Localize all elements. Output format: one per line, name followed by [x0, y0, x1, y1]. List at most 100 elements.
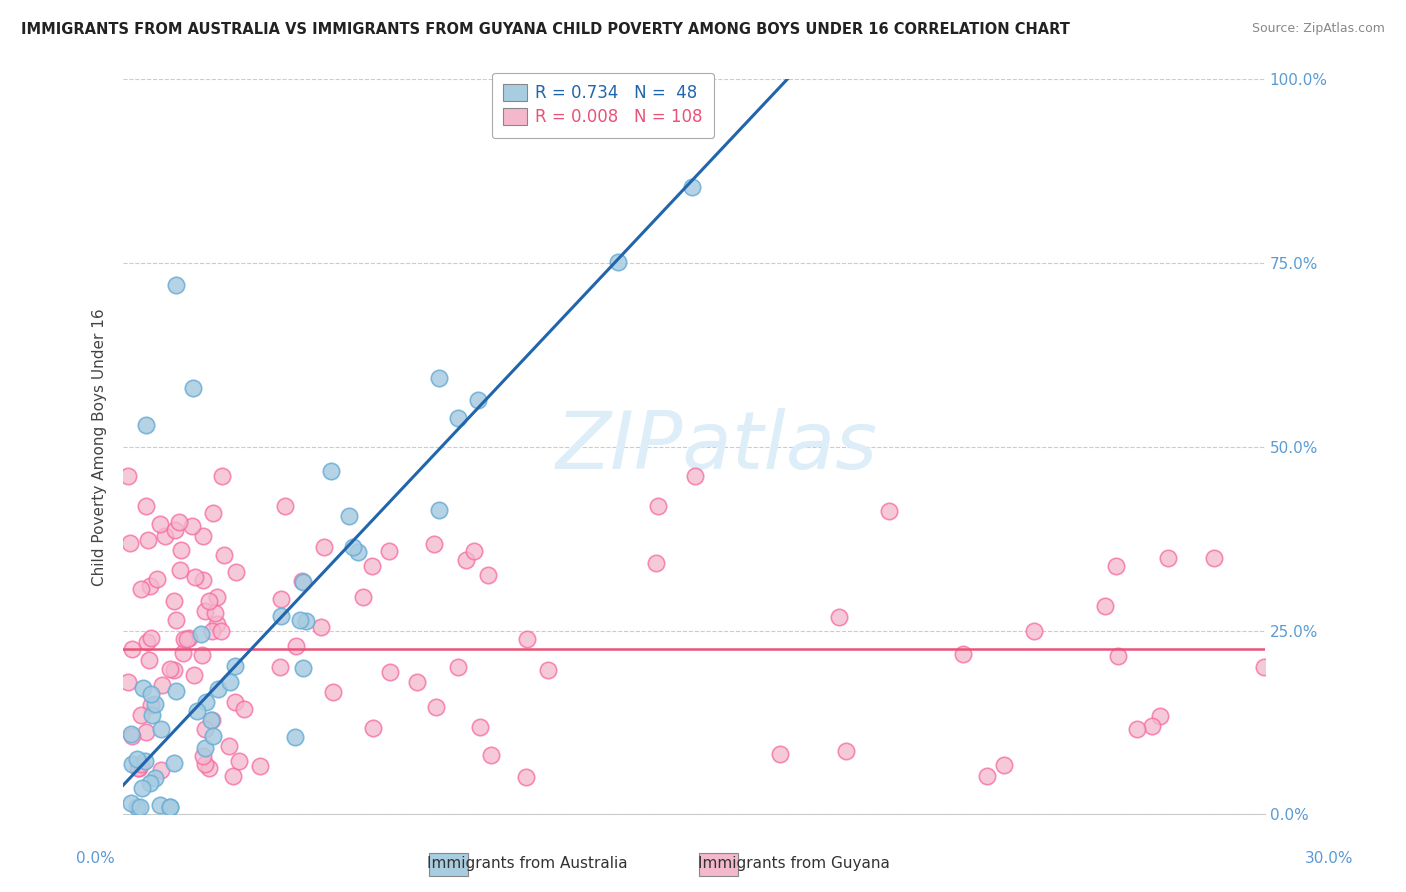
Point: [205, 590, 228, 604]
Point: [141, 687, 163, 701]
Point: [470, 720, 492, 734]
Point: [149, 797, 172, 812]
Point: [120, 727, 142, 741]
Point: [149, 516, 172, 531]
Point: [139, 579, 162, 593]
Point: [274, 499, 297, 513]
Point: [270, 592, 292, 607]
Point: [169, 563, 191, 577]
Text: ZIPatlas: ZIPatlas: [555, 408, 877, 486]
Point: [209, 624, 232, 638]
Point: [1202, 550, 1225, 565]
Point: [1024, 624, 1046, 638]
Point: [225, 565, 247, 579]
Point: [361, 721, 384, 735]
Point: [292, 574, 315, 589]
Point: [117, 469, 139, 483]
Point: [135, 417, 157, 432]
Point: [211, 469, 233, 483]
Point: [516, 632, 538, 647]
Point: [141, 698, 163, 712]
Point: [163, 593, 186, 607]
Point: [190, 626, 212, 640]
Point: [447, 659, 470, 673]
Point: [135, 724, 157, 739]
Point: [479, 748, 502, 763]
Point: [159, 662, 181, 676]
Text: Immigrants from Guyana: Immigrants from Guyana: [699, 856, 890, 871]
Point: [176, 632, 198, 647]
Point: [322, 685, 344, 699]
Point: [342, 540, 364, 554]
Legend: R = 0.734   N =  48, R = 0.008   N = 108: R = 0.734 N = 48, R = 0.008 N = 108: [492, 72, 714, 138]
Point: [121, 756, 143, 771]
Point: [193, 529, 215, 543]
Point: [191, 749, 214, 764]
Point: [191, 574, 214, 588]
Point: [202, 730, 225, 744]
Point: [1140, 719, 1163, 733]
Point: [337, 509, 360, 524]
Point: [467, 393, 489, 408]
Point: [1149, 709, 1171, 723]
Point: [120, 535, 142, 549]
Point: [191, 648, 214, 662]
Point: [150, 723, 173, 737]
Point: [134, 754, 156, 768]
Point: [606, 254, 628, 268]
Point: [207, 681, 229, 696]
Point: [117, 675, 139, 690]
Point: [429, 371, 451, 385]
Point: [212, 549, 235, 563]
Point: [131, 756, 153, 771]
Point: [422, 537, 444, 551]
Point: [121, 642, 143, 657]
Point: [159, 800, 181, 814]
Point: [291, 661, 314, 675]
Point: [224, 695, 246, 709]
Point: [186, 704, 208, 718]
Point: [172, 646, 194, 660]
Point: [425, 699, 447, 714]
Point: [647, 499, 669, 513]
Point: [681, 180, 703, 194]
Point: [194, 604, 217, 618]
Point: [194, 741, 217, 756]
Point: [835, 744, 858, 758]
Point: [288, 613, 311, 627]
Point: [249, 759, 271, 773]
Point: [378, 543, 401, 558]
Point: [201, 713, 224, 727]
Point: [1094, 599, 1116, 614]
Point: [219, 675, 242, 690]
Point: [446, 410, 468, 425]
Point: [205, 616, 228, 631]
Point: [129, 582, 152, 596]
Point: [146, 572, 169, 586]
Point: [1156, 551, 1178, 566]
Point: [165, 524, 187, 538]
Point: [952, 648, 974, 662]
Point: [200, 713, 222, 727]
Point: [378, 665, 401, 679]
Point: [976, 769, 998, 783]
Point: [204, 606, 226, 620]
Point: [319, 464, 342, 478]
Point: [127, 800, 149, 814]
Point: [352, 590, 374, 604]
Point: [198, 761, 221, 775]
Point: [360, 559, 382, 574]
Point: [312, 540, 335, 554]
Point: [427, 503, 450, 517]
Point: [769, 747, 792, 762]
Point: [218, 739, 240, 754]
Point: [993, 758, 1015, 772]
Point: [141, 632, 163, 646]
Point: [194, 722, 217, 736]
Point: [162, 663, 184, 677]
Point: [131, 780, 153, 795]
Point: [645, 556, 668, 570]
Point: [291, 574, 314, 589]
Point: [169, 516, 191, 530]
Point: [120, 796, 142, 810]
